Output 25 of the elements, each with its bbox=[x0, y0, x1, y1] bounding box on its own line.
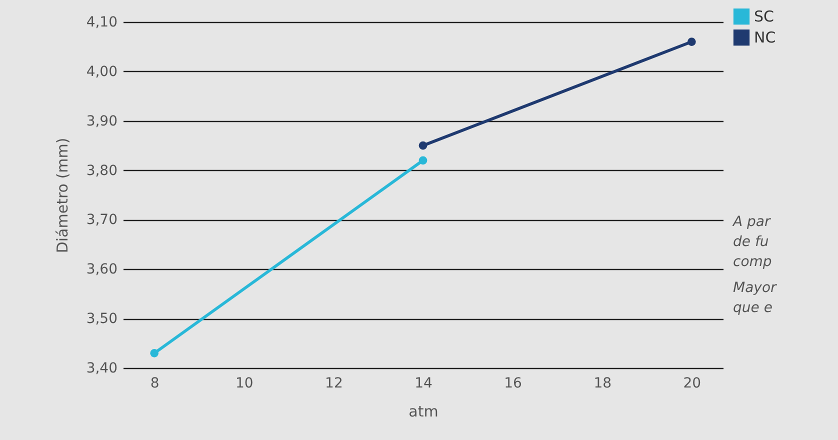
x-tick-label: 16 bbox=[504, 376, 522, 392]
x-axis-title: atm bbox=[408, 402, 438, 420]
text: Mayor que e bbox=[733, 279, 776, 318]
y-tick-label: 3,40 bbox=[86, 360, 118, 376]
x-tick-label: 10 bbox=[235, 376, 254, 392]
point bbox=[687, 38, 696, 46]
legend-label: SC bbox=[754, 8, 774, 26]
y-tick-label: 3,60 bbox=[86, 262, 118, 278]
x-tick-label: 14 bbox=[414, 376, 432, 392]
legend-label: NC bbox=[754, 28, 776, 46]
x-tick-label: 12 bbox=[325, 376, 343, 392]
point bbox=[150, 348, 159, 358]
y-tick-label: 3,50 bbox=[86, 311, 118, 328]
x-tick-label: 20 bbox=[683, 376, 702, 392]
y-tick-label: 4,00 bbox=[86, 64, 118, 80]
y-tick-label: 3,70 bbox=[86, 212, 118, 228]
y-axis-title: Diámetro (mm) bbox=[53, 138, 72, 254]
x-tick-label: 18 bbox=[594, 376, 612, 392]
text: A par de fu comp bbox=[733, 213, 773, 272]
y-tick-label: 3,80 bbox=[86, 162, 118, 179]
point bbox=[418, 141, 428, 150]
point bbox=[418, 156, 428, 165]
y-tick-label: 3,90 bbox=[86, 113, 118, 130]
x-tick-label: 8 bbox=[150, 376, 160, 392]
y-tick-label: 4,10 bbox=[86, 14, 118, 30]
